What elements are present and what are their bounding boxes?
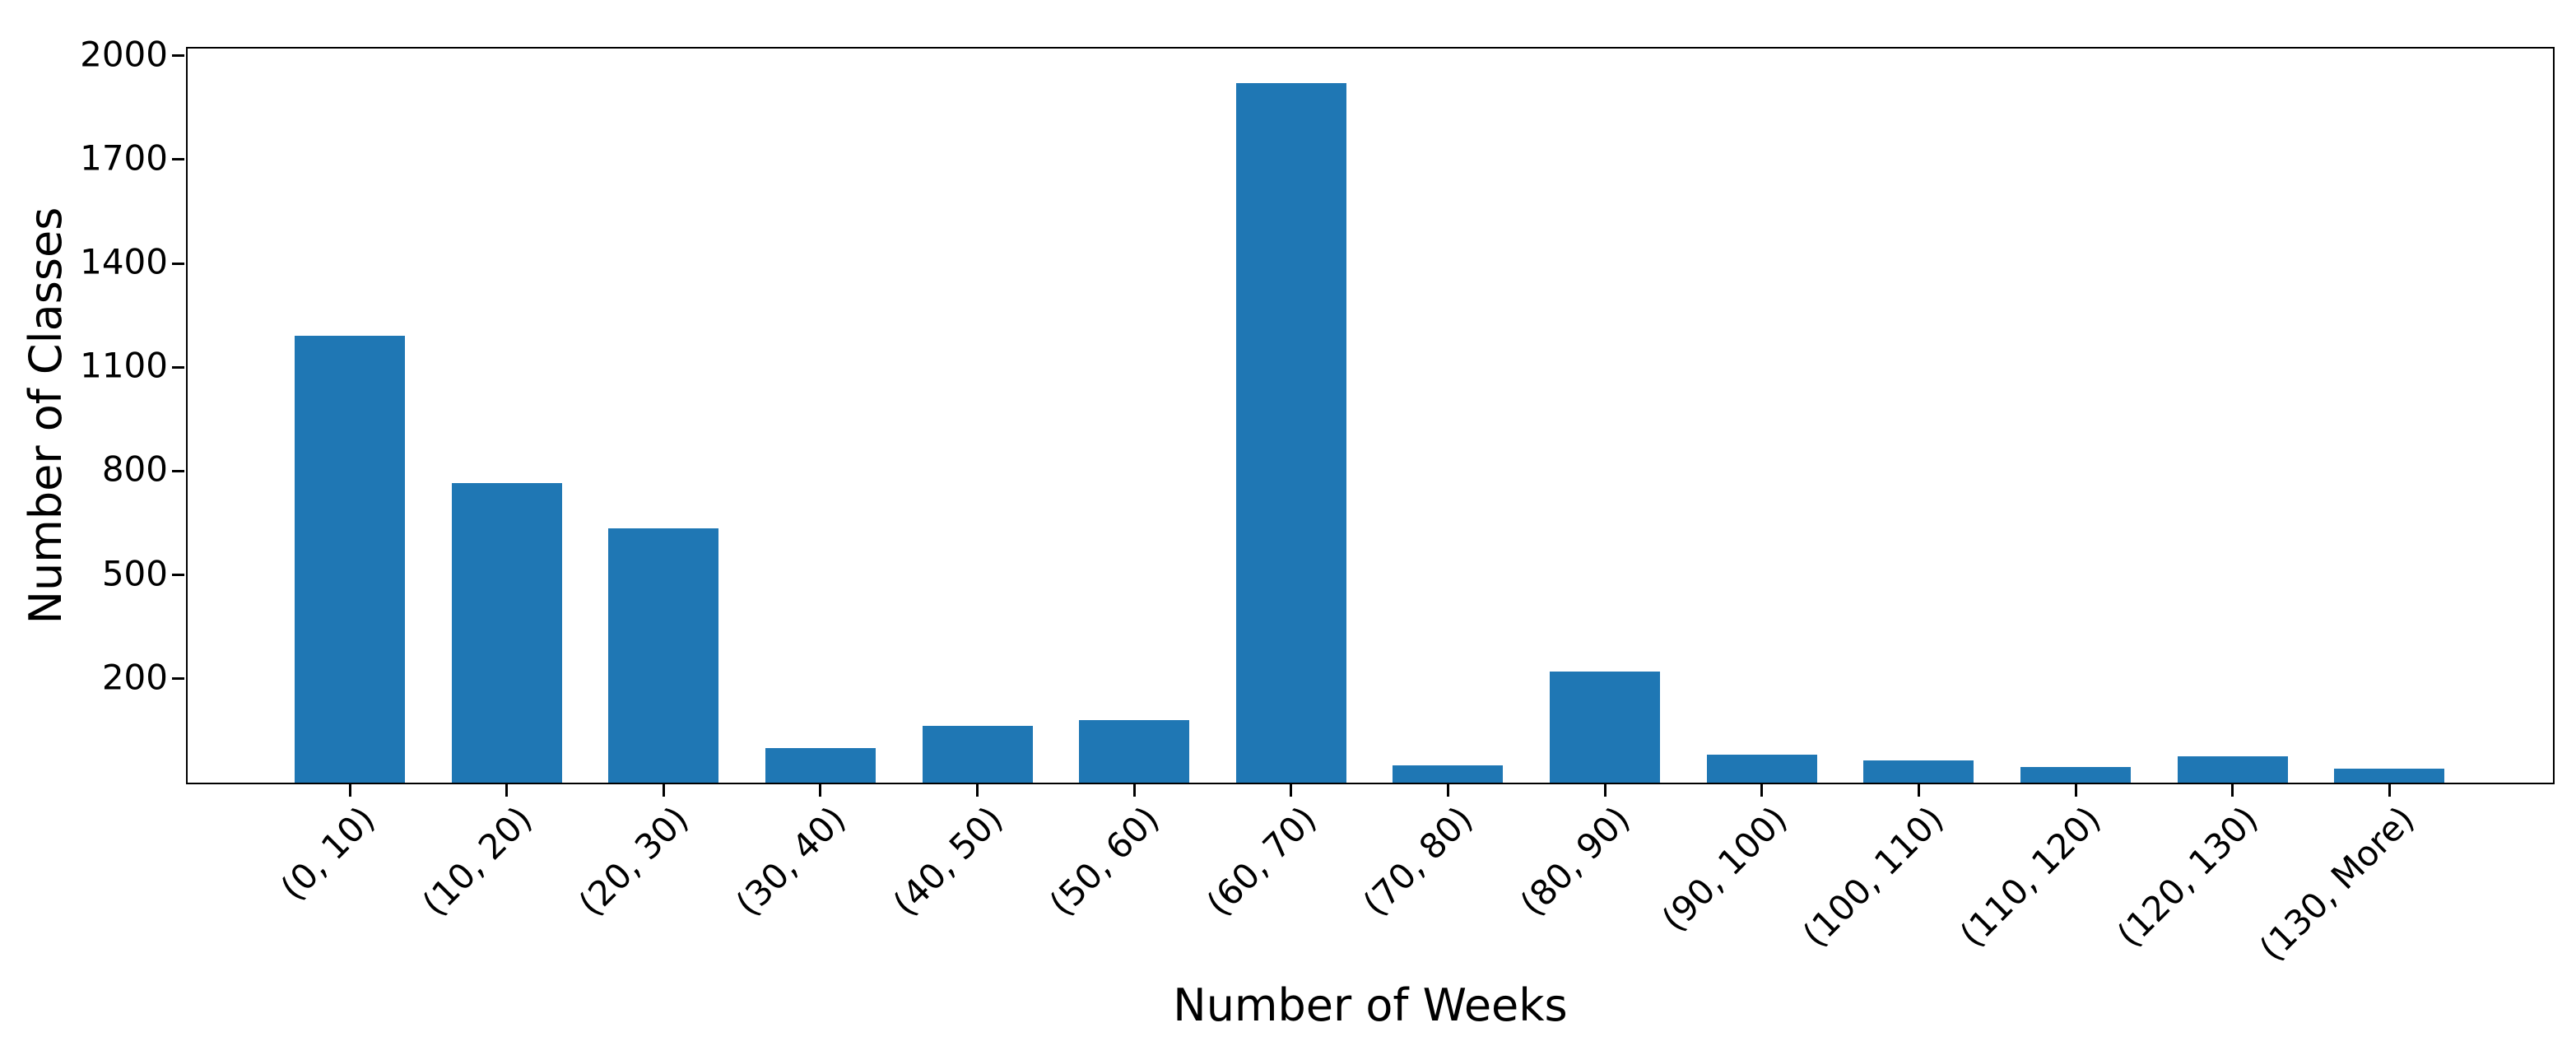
bar-12 (2177, 756, 2288, 783)
bar-13 (2334, 769, 2445, 783)
y-tick-mark (172, 677, 184, 681)
x-tick-mark (2388, 784, 2391, 797)
plot-area: 200 500 800 1100 1400 1700 2000 (0, 10) (10, 20… (80, 37, 2555, 969)
bar-7 (1393, 765, 1504, 783)
x-tick-mark (505, 784, 509, 797)
x-tick-mark (819, 784, 822, 797)
x-tick-mark (976, 784, 979, 797)
y-tick-mark (172, 469, 184, 472)
x-tick-label: (130, More) (2252, 798, 2423, 969)
bar-9 (1706, 755, 1817, 783)
bar-11 (2020, 767, 2132, 783)
y-tick-mark (172, 574, 184, 577)
y-tick-label: 200 (101, 657, 168, 698)
bar-5 (1079, 720, 1190, 783)
y-tick-label: 2000 (80, 34, 168, 75)
bar-6 (1235, 83, 1346, 783)
x-tick-mark (1917, 784, 1920, 797)
bar-0 (295, 336, 405, 783)
y-tick-mark (172, 365, 184, 369)
x-tick-mark (1132, 784, 1136, 797)
bar-4 (922, 725, 1033, 783)
bar-1 (451, 483, 562, 783)
y-tick-mark (172, 262, 184, 265)
y-tick-label: 1400 (80, 241, 168, 282)
bar-3 (765, 747, 876, 783)
bar-8 (1550, 672, 1661, 783)
x-tick-mark (1760, 784, 1764, 797)
x-tick-mark (2231, 784, 2234, 797)
x-tick-mark (662, 784, 665, 797)
bar-10 (1863, 760, 1974, 783)
y-tick-label: 1700 (80, 137, 168, 179)
x-tick-mark (1603, 784, 1607, 797)
y-tick-label: 500 (101, 552, 168, 593)
x-axis-label: Number of Weeks (1173, 979, 1568, 1031)
x-tick-mark (348, 784, 351, 797)
bar-2 (608, 528, 719, 783)
y-tick-mark (172, 158, 184, 161)
y-tick-label: 800 (101, 449, 168, 490)
y-axis-label: Number of Classes (20, 207, 72, 625)
y-tick-label: 1100 (80, 345, 168, 386)
y-tick-mark (172, 54, 184, 58)
x-tick-mark (1290, 784, 1293, 797)
x-tick-mark (1446, 784, 1449, 797)
x-tick-mark (2074, 784, 2077, 797)
